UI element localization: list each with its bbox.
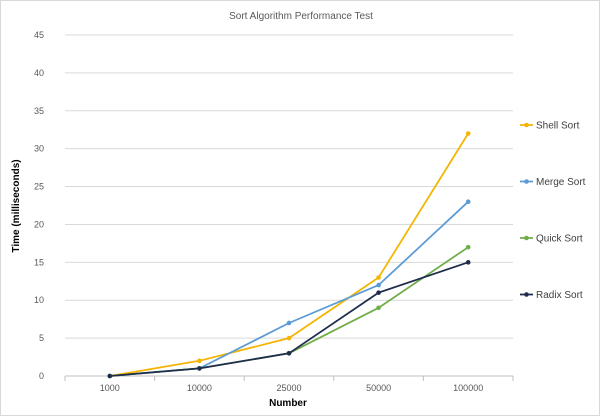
- legend-label: Quick Sort: [536, 234, 583, 245]
- legend-swatch-marker: [524, 235, 529, 241]
- data-point-radix-sort: [286, 350, 292, 356]
- y-tick-label: 20: [34, 219, 44, 229]
- data-point-merge-sort: [465, 199, 471, 205]
- y-tick-label: 0: [39, 371, 44, 381]
- data-point-radix-sort: [376, 290, 381, 295]
- data-point-shell-sort: [286, 335, 292, 341]
- data-point-quick-sort: [465, 244, 471, 250]
- y-tick-label: 35: [34, 106, 44, 116]
- legend-swatch-marker: [524, 292, 529, 297]
- y-tick-label: 5: [39, 333, 44, 343]
- y-tick-label: 15: [34, 257, 44, 267]
- y-tick-label: 40: [34, 68, 44, 78]
- y-tick-label: 10: [34, 295, 44, 305]
- series-line-quick-sort: [109, 246, 469, 377]
- series-line-radix-sort: [109, 261, 469, 377]
- legend-item: Shell Sort: [520, 121, 580, 132]
- data-point-radix-sort: [465, 260, 471, 265]
- data-point-radix-sort: [107, 373, 113, 379]
- data-point-shell-sort: [376, 275, 381, 280]
- x-tick-label: 25000: [276, 383, 301, 393]
- legend: Shell Sort Merge Sort Quick Sort Radix Sort: [520, 121, 586, 301]
- series-lines: [107, 131, 471, 379]
- data-point-merge-sort: [376, 282, 381, 288]
- legend-swatch-marker: [524, 122, 529, 128]
- y-axis-label: Time (milliseconds): [11, 159, 22, 252]
- legend-item: Quick Sort: [520, 234, 583, 245]
- legend-label: Radix Sort: [536, 290, 583, 301]
- gridlines: [64, 34, 514, 381]
- data-point-merge-sort: [286, 320, 292, 326]
- y-tick-labels: 0 5 10 15 20 25 30 35 40 45: [34, 30, 44, 381]
- x-tick-label: 10000: [187, 383, 212, 393]
- data-point-shell-sort: [197, 358, 202, 364]
- legend-swatch-marker: [524, 179, 529, 184]
- legend-label: Merge Sort: [536, 177, 586, 188]
- x-tick-label: 50000: [366, 383, 391, 393]
- y-tick-label: 45: [34, 30, 44, 40]
- x-tick-label: 100000: [453, 383, 483, 393]
- y-tick-label: 25: [34, 182, 44, 192]
- legend-label: Shell Sort: [536, 121, 580, 132]
- legend-item: Merge Sort: [520, 177, 586, 188]
- x-tick-labels: 1000 10000 25000 50000 100000: [100, 383, 483, 393]
- legend-item: Radix Sort: [520, 290, 583, 301]
- chart-title: Sort Algorithm Performance Test: [229, 11, 373, 22]
- data-point-quick-sort: [376, 305, 381, 311]
- data-point-shell-sort: [465, 131, 471, 136]
- x-tick-label: 1000: [100, 383, 120, 393]
- series-line-merge-sort: [109, 201, 469, 377]
- x-axis-label: Number: [269, 398, 307, 409]
- data-point-radix-sort: [197, 366, 202, 371]
- y-tick-label: 30: [34, 144, 44, 154]
